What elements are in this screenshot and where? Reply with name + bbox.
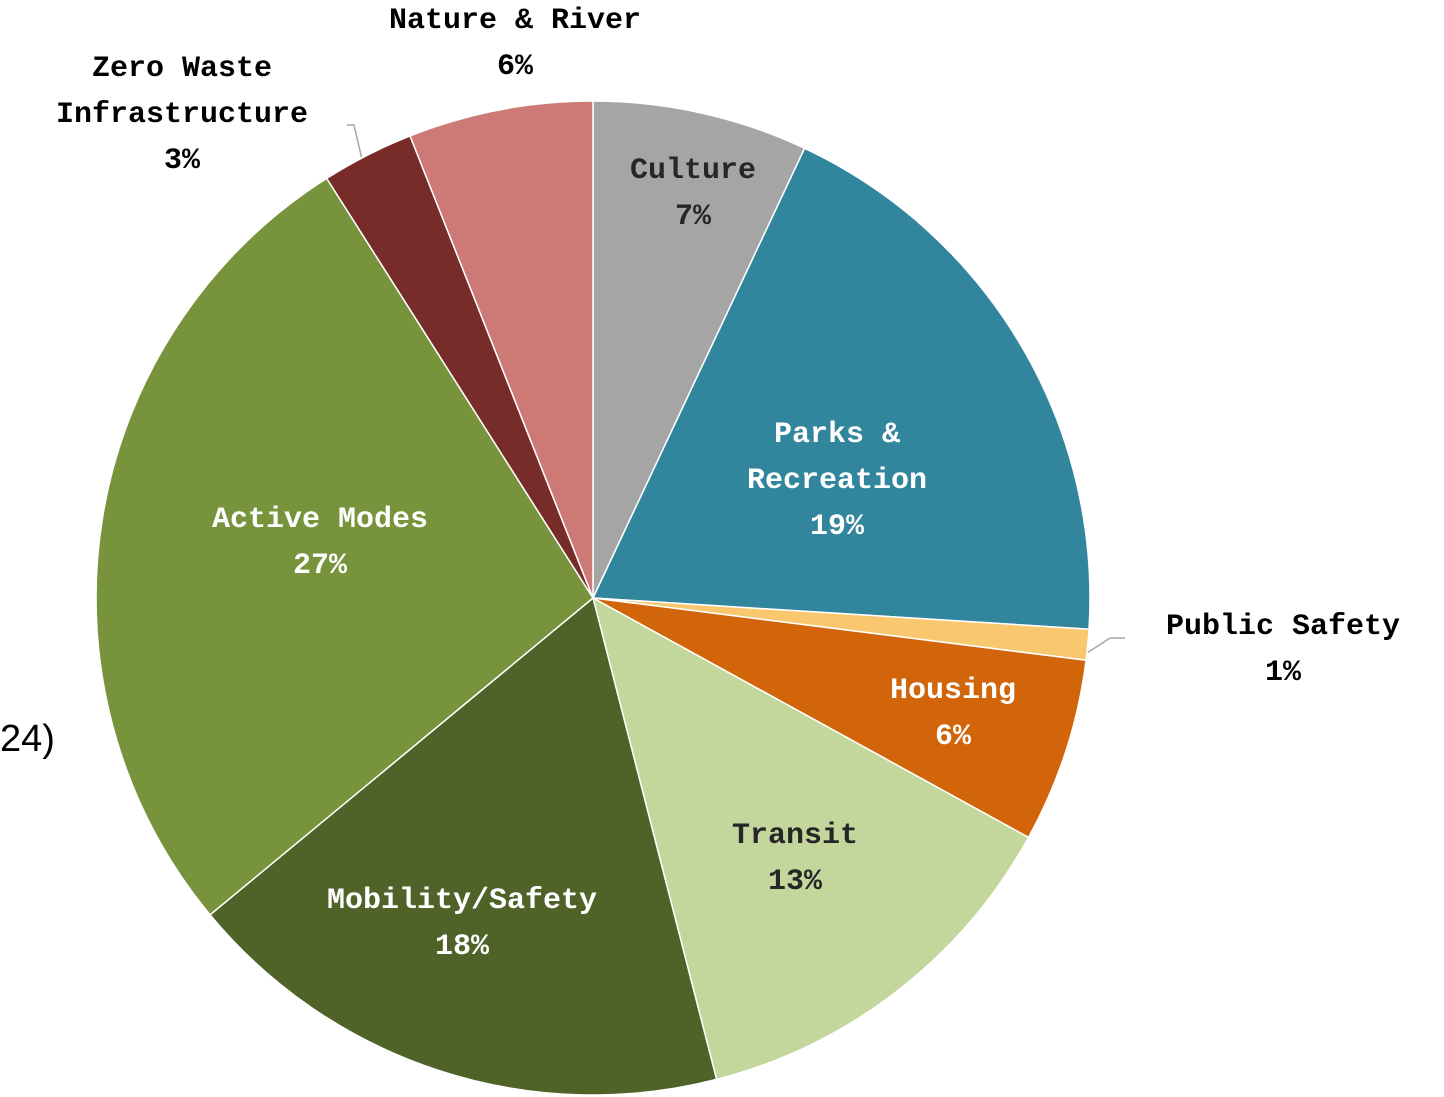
category-label: Mobility/Safety bbox=[326, 884, 598, 918]
category-label: Zero Waste Infrastructure bbox=[55, 52, 309, 132]
data-label: Mobility/Safety 18% bbox=[292, 878, 632, 970]
category-label: Culture bbox=[629, 154, 757, 188]
annotation: 24) bbox=[0, 718, 55, 760]
value-label: 27% bbox=[292, 549, 347, 583]
pie-slice bbox=[591, 596, 1030, 1081]
value-label: 18% bbox=[434, 930, 489, 964]
data-label: Transit 13% bbox=[645, 813, 945, 905]
leader-line bbox=[347, 124, 365, 169]
category-label: Parks & Recreation bbox=[746, 418, 928, 498]
category-label: Active Modes bbox=[211, 503, 429, 537]
data-label: Culture 7% bbox=[543, 148, 843, 240]
pie-slice bbox=[95, 177, 594, 916]
data-label: Zero Waste Infrastructure 3% bbox=[0, 46, 372, 184]
data-label: Nature & River 6% bbox=[365, 0, 665, 90]
data-label: Public Safety 1% bbox=[1123, 604, 1443, 696]
category-label: Nature & River bbox=[388, 4, 642, 38]
pie-slice bbox=[208, 596, 718, 1096]
pie-slice bbox=[592, 100, 806, 599]
value-label: 1% bbox=[1264, 656, 1301, 690]
value-label: 7% bbox=[674, 200, 711, 234]
category-label: Public Safety bbox=[1165, 610, 1401, 644]
value-label: 6% bbox=[934, 720, 971, 754]
value-label: 13% bbox=[767, 865, 822, 899]
category-label: Transit bbox=[731, 819, 859, 853]
pie-slice bbox=[409, 100, 594, 599]
leader-line bbox=[1086, 637, 1125, 654]
category-label: Housing bbox=[889, 674, 1017, 708]
value-label: 3% bbox=[163, 144, 200, 178]
pie-slice bbox=[592, 597, 1087, 839]
pie-slice bbox=[591, 147, 1091, 631]
data-label: Active Modes 27% bbox=[150, 497, 490, 589]
value-label: 19% bbox=[809, 510, 864, 544]
data-label: Parks & Recreation 19% bbox=[707, 412, 967, 550]
value-label: 6% bbox=[496, 50, 533, 84]
data-label: Housing 6% bbox=[803, 668, 1103, 760]
